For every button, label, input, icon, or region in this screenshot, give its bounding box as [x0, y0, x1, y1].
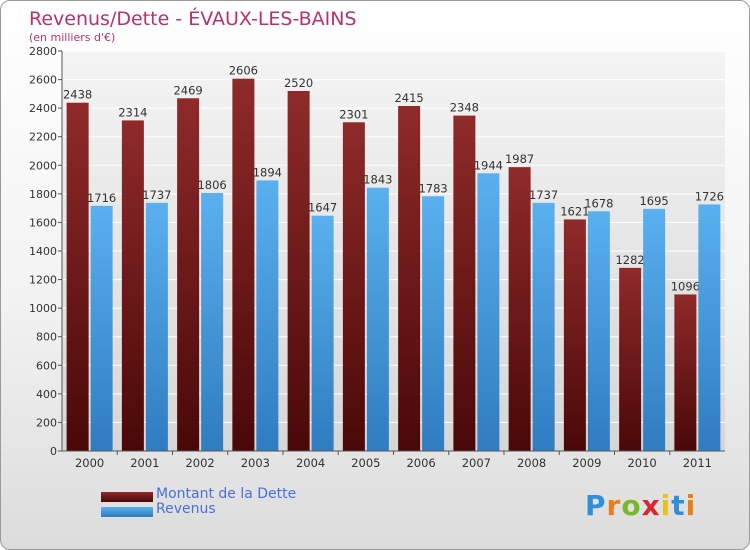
logo-letter: i [660, 489, 672, 522]
bar-revenue [422, 196, 445, 451]
x-tick-label: 2002 [185, 456, 214, 470]
x-tick-label: 2007 [462, 456, 491, 470]
y-tick-label: 200 [36, 416, 57, 429]
bar-debt [342, 122, 365, 452]
x-tick-label: 2001 [130, 456, 159, 470]
data-label-revenue: 1944 [474, 158, 503, 172]
x-tick-label: 2004 [296, 456, 325, 470]
x-tick-label: 2009 [572, 456, 601, 470]
data-label-revenue: 1806 [197, 178, 226, 192]
bar-debt [287, 91, 310, 451]
bar-debt [674, 294, 697, 451]
bar-revenue [477, 173, 500, 452]
y-tick-label: 1200 [29, 274, 57, 287]
bar-debt [177, 98, 200, 452]
bar-revenue [256, 180, 279, 451]
y-tick-label: 2200 [29, 131, 57, 144]
data-label-debt: 1282 [615, 253, 644, 267]
x-tick-label: 2010 [627, 456, 656, 470]
y-tick-label: 2600 [29, 74, 57, 87]
data-label-revenue: 1678 [584, 196, 613, 210]
data-label-debt: 2606 [229, 64, 258, 78]
bar-revenue [532, 202, 555, 451]
y-tick-label: 1600 [29, 216, 57, 229]
bar-debt [121, 120, 144, 451]
data-label-revenue: 1716 [87, 191, 116, 205]
data-label-debt: 2520 [284, 76, 313, 90]
bar-revenue [201, 193, 224, 451]
logo-letter: t [671, 489, 686, 522]
logo-letter: o [621, 489, 642, 522]
y-tick-label: 1000 [29, 302, 57, 315]
data-label-debt: 2301 [339, 107, 368, 121]
y-tick-label: 600 [36, 359, 57, 372]
bar-debt [508, 167, 531, 451]
x-tick-label: 2011 [683, 456, 712, 470]
bar-debt [453, 115, 476, 452]
data-label-debt: 2438 [63, 88, 92, 102]
bar-revenue [643, 208, 666, 451]
x-tick-label: 2006 [406, 456, 435, 470]
data-label-revenue: 1726 [695, 189, 724, 203]
chart-title: Revenus/Dette - ÉVAUX-LES-BAINS [29, 8, 357, 30]
bar-revenue [311, 215, 334, 451]
data-label-debt: 2314 [118, 105, 147, 119]
legend-swatch-debt [101, 492, 153, 502]
data-label-debt: 2469 [173, 83, 202, 97]
data-label-revenue: 1695 [639, 194, 668, 208]
bar-debt [66, 102, 89, 451]
data-label-debt: 2348 [450, 101, 479, 115]
bar-revenue [587, 211, 610, 451]
bar-revenue [366, 187, 389, 451]
x-tick-label: 2003 [241, 456, 270, 470]
data-label-revenue: 1843 [363, 173, 392, 187]
y-tick-label: 800 [36, 331, 57, 344]
y-tick-label: 0 [50, 445, 57, 458]
bar-revenue [90, 205, 113, 451]
y-tick-label: 2800 [29, 45, 57, 58]
data-label-debt: 2415 [394, 91, 423, 105]
y-tick-label: 400 [36, 388, 57, 401]
x-tick-label: 2008 [517, 456, 546, 470]
data-label-debt: 1096 [671, 279, 700, 293]
bar-revenue [145, 202, 168, 451]
data-label-revenue: 1737 [529, 188, 558, 202]
x-tick-label: 2005 [351, 456, 380, 470]
logo-letter: x [641, 489, 661, 522]
y-tick-label: 1800 [29, 188, 57, 201]
bar-revenue [698, 204, 721, 451]
bar-debt [563, 219, 586, 451]
legend-label-revenue: Revenus [156, 501, 216, 517]
chart-subtitle: (en milliers d'€) [29, 31, 116, 44]
bar-debt [398, 106, 421, 451]
logo-letter: i [685, 489, 697, 522]
bar-debt [619, 267, 642, 451]
bar-debt [232, 78, 255, 451]
data-label-revenue: 1894 [253, 165, 282, 179]
y-tick-label: 1400 [29, 245, 57, 258]
y-tick-label: 2000 [29, 159, 57, 172]
y-tick-label: 2400 [29, 102, 57, 115]
data-label-revenue: 1647 [308, 201, 337, 215]
legend-swatch-revenue [101, 507, 153, 517]
legend-label-debt: Montant de la Dette [156, 486, 297, 502]
data-label-revenue: 1783 [418, 181, 447, 195]
x-tick-label: 2000 [75, 456, 104, 470]
data-label-revenue: 1737 [142, 188, 171, 202]
data-label-debt: 1621 [560, 204, 589, 218]
data-label-debt: 1987 [505, 152, 534, 166]
proxiti-logo: Proxiti [585, 489, 696, 522]
logo-letter: P [585, 489, 607, 522]
logo-letter: r [606, 489, 622, 522]
